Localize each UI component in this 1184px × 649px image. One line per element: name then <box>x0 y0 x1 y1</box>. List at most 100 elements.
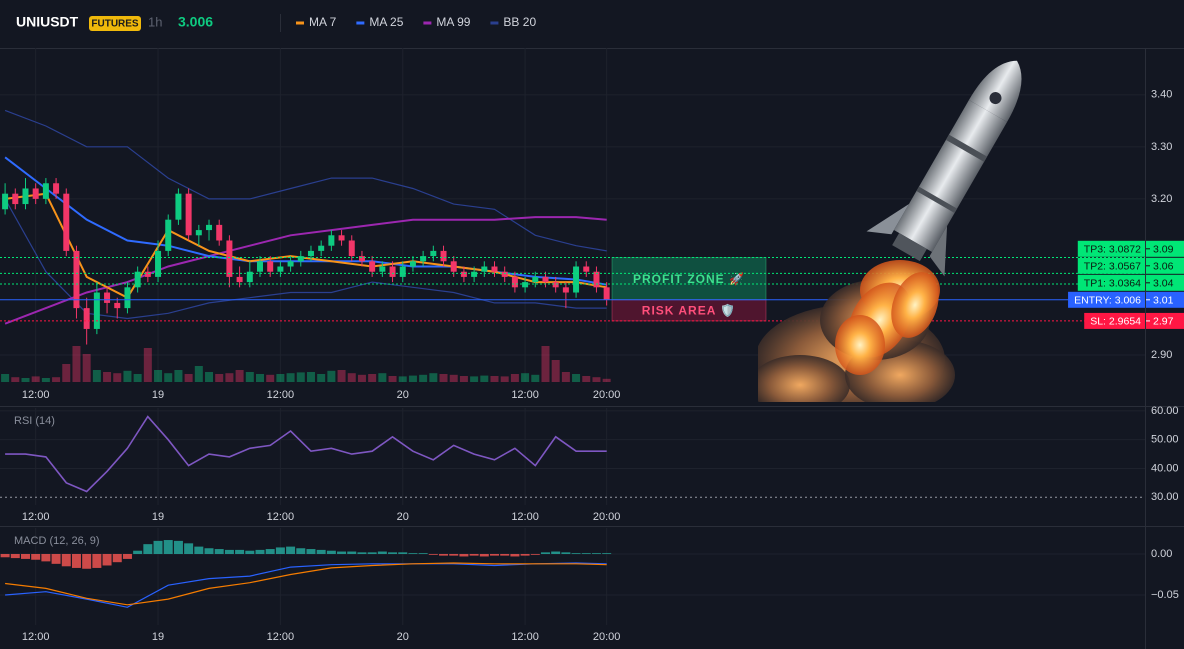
histogram-bar <box>245 550 255 554</box>
candle-body <box>63 193 70 251</box>
volume-bar <box>103 372 112 382</box>
histogram-bar <box>551 551 561 554</box>
histogram-bar <box>20 553 30 559</box>
candle-body <box>134 271 141 288</box>
candle-body <box>42 183 49 199</box>
level-label-box <box>1084 312 1145 329</box>
candle-body <box>593 271 600 288</box>
legend: MA 7 MA 25 MA 99 BB 20 <box>296 15 536 29</box>
candle-body <box>226 240 233 277</box>
histogram-bar <box>388 552 398 554</box>
volume-bar <box>235 370 244 382</box>
candle-body <box>481 266 488 272</box>
histogram-bar <box>326 550 336 554</box>
histogram-bar <box>51 553 61 564</box>
x-tick-label: 12:00 <box>22 631 50 643</box>
volume-bar <box>245 372 254 382</box>
level-label-box <box>1077 274 1145 291</box>
x-tick-label: 20 <box>397 631 409 643</box>
volume-bar <box>561 372 570 382</box>
volume-bar <box>459 376 468 382</box>
histogram-bar <box>286 546 296 554</box>
candle-body <box>195 230 202 236</box>
level-label-box <box>1077 257 1145 274</box>
plot-area <box>1 109 611 382</box>
histogram-bar <box>61 553 71 567</box>
volume-bar <box>184 374 193 382</box>
volume-bar <box>31 376 40 382</box>
candle-body <box>522 282 529 288</box>
volume-bar <box>500 376 509 382</box>
histogram-bar <box>31 553 41 560</box>
volume-bar <box>133 374 142 382</box>
level-label: TP2: 3.0567 <box>1084 261 1141 273</box>
x-tick-label: 20:00 <box>593 511 621 523</box>
candle-body <box>246 271 253 283</box>
level-label-box <box>1068 291 1145 308</box>
candle-body <box>603 287 610 300</box>
candle-body <box>216 224 223 241</box>
candle-body <box>389 266 396 277</box>
candle-body <box>318 245 325 251</box>
candle-body <box>583 266 590 272</box>
candle-body <box>165 219 172 251</box>
x-tick-label: 20 <box>397 511 409 523</box>
volume-bar <box>582 376 591 382</box>
axis-label: 3.09 <box>1153 244 1174 256</box>
x-tick-label: 12:00 <box>511 631 539 643</box>
candle-body <box>450 261 457 272</box>
candle-body <box>348 240 355 257</box>
volume-bar <box>276 374 285 382</box>
volume-bar <box>572 374 581 382</box>
axis-label-box <box>1146 291 1184 308</box>
histogram-bar <box>357 552 367 554</box>
histogram-bar <box>316 549 326 554</box>
volume-bar <box>357 374 366 382</box>
histogram-bar <box>163 540 173 554</box>
badge-bg <box>89 16 141 31</box>
candle-body <box>409 261 416 267</box>
axis-label-box <box>1146 240 1184 257</box>
candle-body <box>440 250 447 262</box>
volume-bar <box>306 372 315 382</box>
histogram-bar <box>0 553 10 558</box>
rsi-line <box>5 415 607 493</box>
y-tick-label: 3.30 <box>1151 141 1172 153</box>
candle-body <box>328 235 335 246</box>
histogram-bar <box>602 553 612 554</box>
candle-body <box>287 261 294 267</box>
candle-body <box>460 271 467 277</box>
panel-title: MACD (12, 26, 9) <box>14 535 100 547</box>
rocket-image <box>758 60 1022 402</box>
panel: 12:00 19 12:00 20 12:00 20:00 2.90 3.20 3.30 3.40… <box>0 48 1184 401</box>
axis-label: 2.97 <box>1153 316 1174 328</box>
y-tick-label: 40.00 <box>1151 462 1179 474</box>
volume-bar <box>1 374 10 382</box>
y-tick-label: 3.40 <box>1151 89 1172 101</box>
candle-body <box>206 224 213 231</box>
x-tick-label: 12:00 <box>22 389 50 401</box>
volume-bar <box>164 373 173 382</box>
candle-body <box>175 193 182 220</box>
y-tick-label: 0.00 <box>1151 548 1172 560</box>
x-tick-label: 12:00 <box>511 389 539 401</box>
candle-body <box>511 276 518 288</box>
candle-body <box>430 250 437 257</box>
volume-bar <box>286 373 295 382</box>
volume-bar <box>592 377 601 382</box>
histogram-bar <box>449 553 459 556</box>
histogram-bar <box>82 553 92 569</box>
legend-label: BB 20 <box>503 15 536 29</box>
candle-body <box>420 256 427 262</box>
histogram-bar <box>224 549 234 554</box>
y-tick-label: 3.20 <box>1151 193 1172 205</box>
volume-bar <box>388 376 397 382</box>
volume-bar <box>154 370 163 382</box>
volume-bar <box>72 346 81 382</box>
volume-bar <box>194 366 203 382</box>
level-label: TP1: 3.0364 <box>1084 278 1141 290</box>
volume-bar <box>449 374 458 382</box>
candle-body <box>32 188 39 199</box>
candle-body <box>144 271 151 277</box>
